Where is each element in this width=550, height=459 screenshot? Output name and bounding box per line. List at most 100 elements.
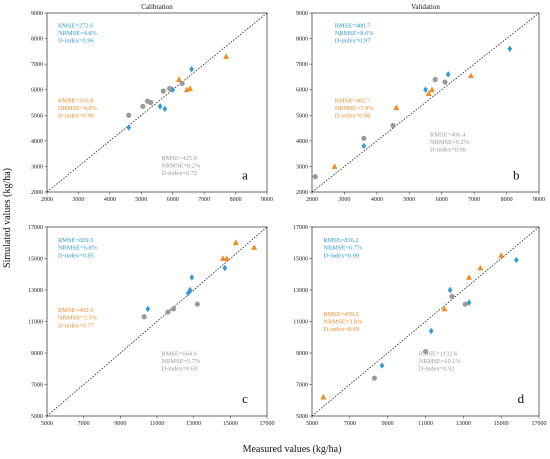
data-point-triangle — [467, 72, 474, 79]
y-tick-label: 9000 — [31, 351, 43, 357]
stat-line: D-index=0.77 — [58, 322, 95, 329]
stat-line: NRMSE=8.6% — [335, 30, 375, 37]
data-point-circle — [449, 293, 455, 299]
data-point-circle — [140, 103, 146, 109]
y-tick-label: 13000 — [28, 288, 43, 294]
x-tick-label: 9000 — [382, 421, 394, 427]
x-tick-label: 7000 — [198, 197, 210, 203]
data-point-diamond — [447, 286, 453, 294]
stat-line: RMSE=1132.6 — [419, 351, 457, 358]
data-point-circle — [141, 314, 147, 320]
y-tick-label: 8000 — [296, 37, 308, 43]
stat-line: NRMSE=3.8% — [323, 318, 363, 325]
x-tick-label: 8000 — [230, 197, 242, 203]
stat-line: D-index=0.98 — [335, 113, 371, 120]
data-point-diamond — [428, 327, 434, 335]
y-tick-label: 5000 — [31, 113, 43, 119]
x-tick-label: 8000 — [501, 197, 513, 203]
x-tick-label: 7000 — [468, 197, 480, 203]
stat-line: D-index=0.72 — [161, 170, 197, 177]
y-tick-label: 4000 — [296, 139, 308, 145]
y-tick-label: 17000 — [293, 225, 308, 231]
stat-line: NRMSE=4.8% — [58, 105, 98, 112]
data-point-triangle — [441, 305, 448, 312]
data-point-diamond — [126, 124, 132, 131]
x-tick-label: 15000 — [223, 421, 238, 427]
data-point-triangle — [393, 104, 400, 111]
y-tick-label: 5000 — [31, 414, 43, 420]
one-to-one-line — [311, 12, 540, 193]
data-point-diamond — [187, 286, 193, 294]
x-tick-label: 4000 — [371, 197, 383, 203]
x-tick-label: 5000 — [135, 197, 147, 203]
stat-line: NRMSE=6.7% — [323, 245, 363, 252]
x-tick-label: 15000 — [494, 421, 509, 427]
plot-frame — [311, 12, 540, 193]
data-point-diamond — [162, 105, 168, 113]
x-tick-label: 5000 — [306, 421, 318, 427]
one-to-one-line — [46, 226, 268, 417]
data-point-triangle — [331, 163, 338, 169]
x-tick-label: 17000 — [532, 421, 547, 427]
y-tick-label: 6000 — [31, 88, 43, 94]
data-point-triangle — [466, 274, 473, 280]
x-axis-label: Measured values (kg/ha) — [243, 444, 342, 455]
stat-line: D-index=0.92 — [419, 366, 455, 373]
data-point-circle — [165, 309, 171, 315]
x-tick-label: 4000 — [104, 197, 116, 203]
stat-line: NRMSE=9.2% — [430, 139, 470, 146]
y-tick-label: 5000 — [296, 113, 308, 119]
data-point-circle — [148, 99, 154, 106]
stat-line: RMSE=480.7 — [335, 22, 371, 29]
stat-line: RMSE=829.3 — [58, 237, 93, 244]
panel-title: Validation — [411, 3, 440, 11]
data-point-circle — [194, 301, 200, 307]
data-point-triangle — [425, 90, 432, 96]
plot-frame — [46, 12, 268, 193]
stat-line: NRMSE=5.7% — [161, 358, 201, 365]
stat-line: D-index=0.69 — [161, 366, 197, 373]
panel-letter: c — [242, 391, 248, 406]
stat-line: NRMSE=7.9% — [335, 105, 375, 112]
panel-letter: a — [242, 167, 248, 182]
x-tick-label: 7000 — [344, 421, 356, 427]
x-tick-label: 2000 — [306, 197, 318, 203]
y-tick-label: 3000 — [31, 164, 43, 170]
data-point-circle — [166, 85, 173, 92]
data-point-circle — [432, 76, 438, 83]
stat-line: D-index=0.90 — [58, 113, 94, 120]
x-tick-label: 11000 — [150, 421, 165, 427]
data-point-diamond — [222, 264, 228, 272]
data-point-diamond — [423, 86, 428, 93]
y-tick-label: 2000 — [296, 190, 308, 196]
data-point-diamond — [445, 71, 451, 78]
panel-letter: b — [513, 167, 520, 182]
stat-line: RMSE=406.4 — [430, 132, 466, 139]
panel-c: 5000 7000 9000 11000 13000 15000 17000 5000 7000… — [28, 225, 275, 427]
y-tick-label: 7000 — [296, 62, 308, 68]
y-tick-label: 11000 — [28, 320, 43, 326]
data-point-circle — [170, 306, 177, 312]
data-point-circle — [442, 79, 448, 85]
y-tick-label: 4000 — [31, 139, 43, 145]
x-tick-label: 9000 — [261, 197, 273, 203]
y-tick-label: 3000 — [296, 164, 308, 170]
stat-line: NRMSE=8.2% — [161, 162, 201, 169]
data-point-triangle — [223, 255, 230, 261]
data-point-circle — [361, 135, 367, 141]
data-point-triangle — [223, 53, 230, 59]
data-point-circle — [179, 80, 185, 86]
y-tick-label: 9000 — [296, 11, 308, 17]
data-point-circle — [462, 301, 468, 307]
x-tick-label: 3000 — [338, 197, 350, 203]
x-tick-label: 6000 — [436, 197, 448, 203]
data-point-circle — [390, 122, 396, 129]
y-tick-label: 15000 — [28, 257, 43, 263]
y-tick-label: 2000 — [31, 190, 43, 196]
data-point-diamond — [189, 274, 195, 281]
data-point-circle — [312, 174, 318, 180]
stat-line: NRMSE=6.8% — [58, 245, 98, 252]
x-tick-label: 2000 — [41, 197, 53, 203]
x-tick-label: 3000 — [72, 197, 84, 203]
stat-line: D-index=0.96 — [58, 38, 94, 45]
